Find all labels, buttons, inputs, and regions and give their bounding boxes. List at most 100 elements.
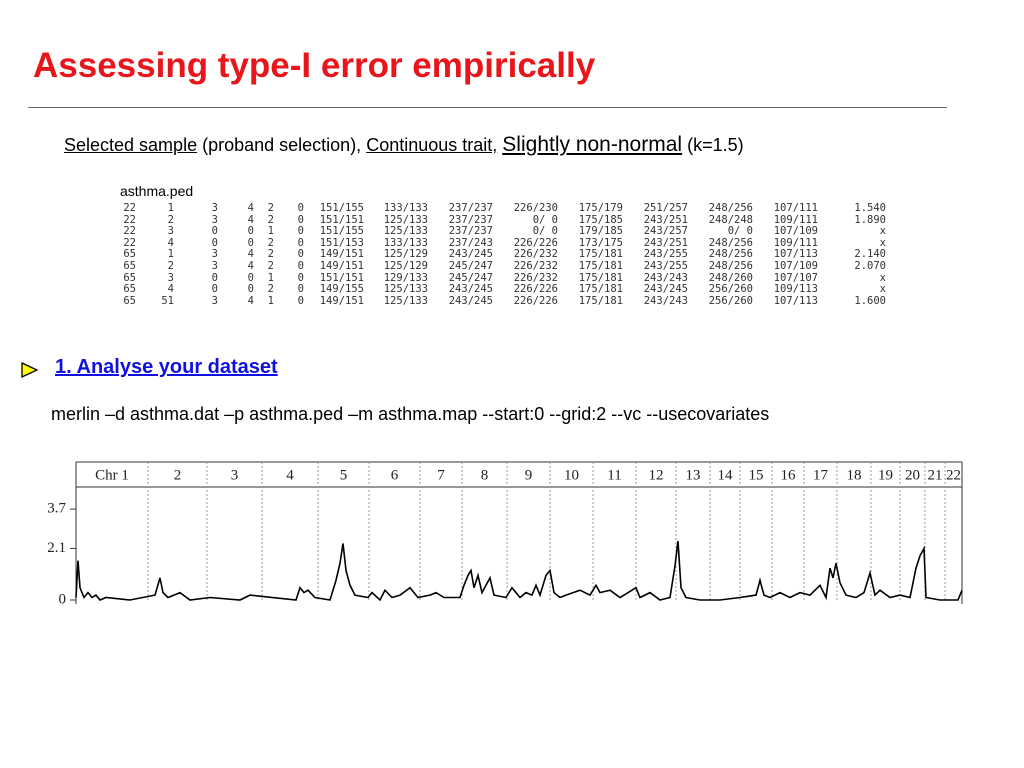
table-cell: 109/111 (773, 213, 818, 226)
table-cell: 0/ 0 (532, 213, 558, 226)
table-cell: 243/251 (643, 236, 688, 249)
table-cell: 0 (247, 225, 254, 238)
table-cell: 151/153 (319, 236, 364, 249)
table-row: 65 1 3 4 2 0 149/151 125/129 243/245 226/232 175/1… (112, 249, 886, 261)
table-cell: 243/245 (448, 283, 493, 296)
command-line: merlin –d asthma.dat –p asthma.ped –m as… (51, 404, 770, 424)
table-cell: 109/111 (773, 236, 818, 249)
table-cell: 3 (211, 213, 218, 226)
y-tick-label: 0 (59, 591, 67, 607)
subtitle-part: (proband selection), (202, 135, 362, 155)
table-cell: 2 (167, 259, 174, 272)
table-cell: 107/113 (773, 294, 818, 307)
table-cell: 248/256 (708, 259, 753, 272)
table-cell: 243/243 (643, 294, 688, 307)
table-cell: 125/133 (383, 283, 428, 296)
table-row: 65 2 3 4 2 0 149/151 125/129 245/247 226/232 175/1… (112, 259, 886, 273)
table-cell: 107/109 (773, 259, 818, 272)
subtitle: Selected sample (proband selection), Con… (64, 133, 744, 157)
table-row: 22 2 3 4 2 0 151/151 125/133 237/237 0/ 0 175/185 2… (112, 213, 886, 227)
chromosome-label: 11 (607, 467, 621, 483)
table-cell: 3 (211, 202, 218, 214)
table-cell: 0 (211, 283, 218, 296)
table-cell: 245/247 (448, 259, 493, 272)
table-cell: 243/255 (643, 248, 688, 261)
table-cell: 1 (267, 271, 274, 284)
table-cell: 125/133 (383, 225, 428, 238)
table-cell: 248/248 (708, 213, 753, 226)
table-cell: 4 (247, 213, 254, 226)
table-cell: 149/151 (319, 248, 364, 261)
table-cell: 243/245 (643, 283, 688, 296)
table-cell: 245/247 (448, 271, 493, 284)
table-cell: 243/251 (643, 213, 688, 226)
table-cell: x (879, 225, 886, 238)
table-row: 65 3 0 0 1 0 151/151 129/133 245/247 226/232 175/1… (112, 271, 886, 285)
table-cell: 175/181 (578, 248, 623, 261)
table-cell: 175/181 (578, 259, 623, 272)
table-cell: 2 (267, 259, 274, 272)
table-cell: 125/129 (383, 248, 428, 261)
table-cell: 149/151 (319, 294, 364, 307)
chromosome-label: 13 (686, 467, 701, 483)
bullet-link[interactable]: 1. Analyse your dataset (55, 356, 278, 378)
table-cell: 22 (123, 202, 136, 214)
chromosome-label: 17 (813, 467, 829, 483)
table-cell: 256/260 (708, 283, 753, 296)
table-cell: 0 (211, 225, 218, 238)
chromosome-label: 4 (286, 467, 294, 483)
y-tick-label: 3.7 (47, 501, 66, 517)
table-cell: 0 (297, 248, 304, 261)
table-cell: 1 (167, 202, 174, 214)
table-cell: 251/257 (643, 202, 688, 214)
table-cell: 22 (123, 225, 136, 238)
table-cell: 0/ 0 (532, 225, 558, 238)
lod-curve (75, 540, 963, 602)
table-cell: 65 (123, 248, 136, 261)
table-cell: 109/113 (773, 283, 818, 296)
table-cell: 125/133 (383, 294, 428, 307)
table-cell: 256/260 (708, 294, 753, 307)
chromosome-label: 9 (525, 467, 533, 483)
table-cell: 226/232 (513, 271, 558, 284)
chromosome-label: 19 (878, 467, 893, 483)
table-cell: 149/155 (319, 283, 364, 296)
table-cell: 65 (123, 259, 136, 272)
table-cell: 243/255 (643, 259, 688, 272)
bullet-icon (21, 361, 39, 379)
table-cell: 0 (297, 202, 304, 214)
table-cell: 175/179 (578, 202, 623, 214)
table-cell: 175/185 (578, 213, 623, 226)
table-cell: 107/109 (773, 225, 818, 238)
chromosome-label: 10 (564, 467, 579, 483)
table-cell: 65 (123, 283, 136, 296)
table-cell: 0 (297, 259, 304, 272)
table-cell: 243/257 (643, 225, 688, 238)
table-cell: 226/226 (513, 236, 558, 249)
chromosome-label: 7 (437, 467, 445, 483)
table-cell: 237/243 (448, 236, 493, 249)
chromosome-label: 8 (481, 467, 489, 483)
table-row: 65 51 3 4 1 0 149/151 125/133 243/245 226/226 175/… (112, 294, 886, 308)
table-cell: 151/155 (319, 225, 364, 238)
chromosome-label: 12 (649, 467, 664, 483)
title-rule (28, 107, 947, 108)
chromosome-label: 15 (749, 467, 764, 483)
chromosome-label: 2 (174, 467, 182, 483)
subtitle-part: (k=1.5) (687, 135, 744, 155)
table-cell: 3 (167, 271, 174, 284)
table-cell: 226/230 (513, 202, 558, 214)
table-cell: 2 (167, 213, 174, 226)
table-cell: 237/237 (448, 202, 493, 214)
table-cell: 173/175 (578, 236, 623, 249)
table-cell: 4 (247, 294, 254, 307)
table-cell: 0 (247, 283, 254, 296)
table-cell: 107/111 (773, 202, 818, 214)
lod-plot: Chr 1 2 3 4 5 6 7 8 9 10 11 12 13 14 15 16 17 18 19 20 21 22 0… (47, 461, 963, 607)
table-cell: 151/155 (319, 202, 364, 214)
chromosome-label: 22 (946, 467, 961, 483)
table-cell: 243/243 (643, 271, 688, 284)
table-cell: 2 (267, 236, 274, 249)
table-cell: 237/237 (448, 225, 493, 238)
